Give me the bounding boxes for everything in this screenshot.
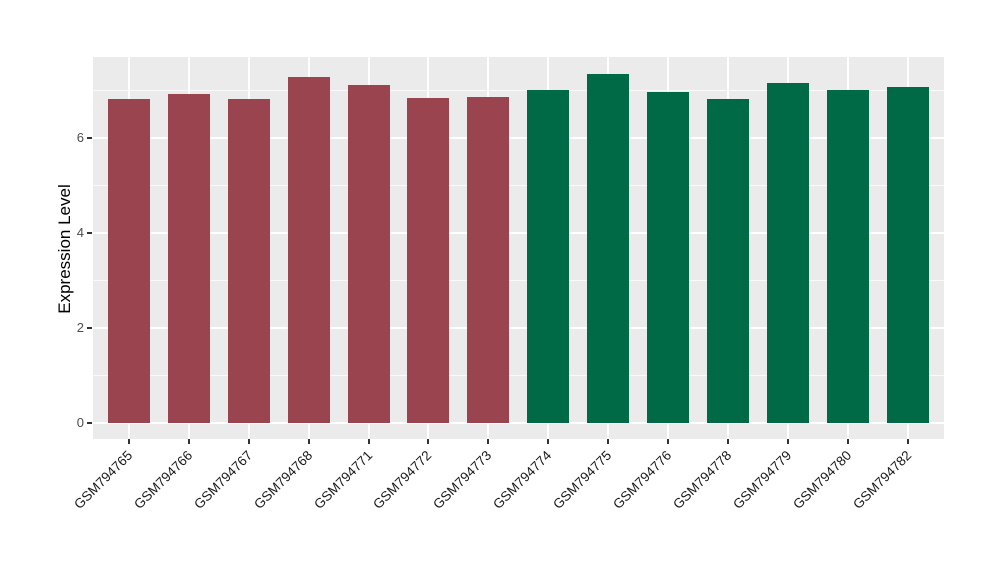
x-axis-tick-mark	[547, 439, 550, 444]
x-axis-tick-mark	[427, 439, 430, 444]
y-axis-tick-mark	[87, 137, 92, 139]
x-axis-tick-mark	[906, 439, 909, 444]
x-axis-tick-label-GSM794774: GSM794774	[490, 447, 555, 512]
x-axis-tick-mark	[607, 439, 610, 444]
x-axis-tick-label-GSM794779: GSM794779	[729, 447, 795, 512]
x-axis-tick-mark	[247, 439, 250, 444]
x-axis-tick-mark	[487, 439, 490, 444]
bar-GSM794772	[407, 98, 450, 423]
x-axis-tick-mark	[187, 439, 190, 444]
bar-GSM794775	[587, 73, 630, 423]
x-axis-tick-mark	[667, 439, 670, 444]
gridline-horizontal-minor	[93, 280, 944, 281]
x-axis-tick-label-GSM794767: GSM794767	[190, 447, 256, 512]
x-axis-tick-label-GSM794768: GSM794768	[250, 447, 315, 512]
gridline-horizontal-major	[93, 327, 944, 329]
gridline-horizontal-major	[93, 232, 944, 234]
x-axis-tick-label-GSM794766: GSM794766	[130, 447, 196, 512]
y-axis-tick-mark	[87, 232, 92, 234]
bar-GSM794773	[467, 97, 510, 423]
x-axis-tick-mark	[786, 439, 789, 444]
bar-GSM794779	[766, 82, 809, 423]
x-axis-tick-label-GSM794780: GSM794780	[789, 447, 855, 512]
x-axis-tick-label-GSM794765: GSM794765	[71, 447, 136, 512]
bar-GSM794776	[647, 92, 690, 423]
gridline-horizontal-major	[93, 422, 944, 424]
x-axis-tick-mark	[127, 439, 130, 444]
bar-GSM794766	[167, 93, 210, 423]
x-axis-tick-label-GSM794778: GSM794778	[670, 447, 735, 512]
x-axis-tick-label-GSM794776: GSM794776	[610, 447, 675, 512]
bar-GSM794774	[527, 89, 570, 423]
y-axis-tick-mark	[87, 422, 92, 424]
x-axis-tick-label-GSM794771: GSM794771	[310, 447, 375, 512]
y-axis-tick-label: 2	[76, 320, 84, 335]
gridline-horizontal-minor	[93, 375, 944, 376]
x-axis-tick-label-GSM794775: GSM794775	[550, 447, 615, 512]
x-axis-tick-mark	[726, 439, 729, 444]
x-axis-tick-mark	[367, 439, 370, 444]
gridline-horizontal-minor	[93, 185, 944, 186]
gridline-horizontal-minor	[93, 90, 944, 91]
x-axis-tick-label-GSM794773: GSM794773	[430, 447, 495, 512]
bar-GSM794782	[886, 87, 929, 423]
plot-panel	[93, 57, 944, 439]
y-axis-tick-mark	[87, 327, 92, 329]
y-axis-tick-label: 4	[76, 225, 84, 240]
bar-GSM794780	[826, 89, 869, 423]
x-axis-tick-label-GSM794772: GSM794772	[370, 447, 435, 512]
y-axis-tick-label: 6	[76, 130, 84, 145]
y-axis-tick-label: 0	[76, 415, 84, 430]
bar-GSM794778	[706, 99, 749, 423]
bar-GSM794771	[347, 84, 390, 423]
bar-GSM794768	[287, 77, 330, 423]
x-axis-tick-mark	[846, 439, 849, 444]
bar-GSM794767	[227, 99, 270, 423]
x-axis-tick-mark	[307, 439, 310, 444]
bar-GSM794765	[107, 99, 150, 423]
gridline-horizontal-major	[93, 137, 944, 139]
x-axis-tick-label-GSM794782: GSM794782	[849, 447, 914, 512]
